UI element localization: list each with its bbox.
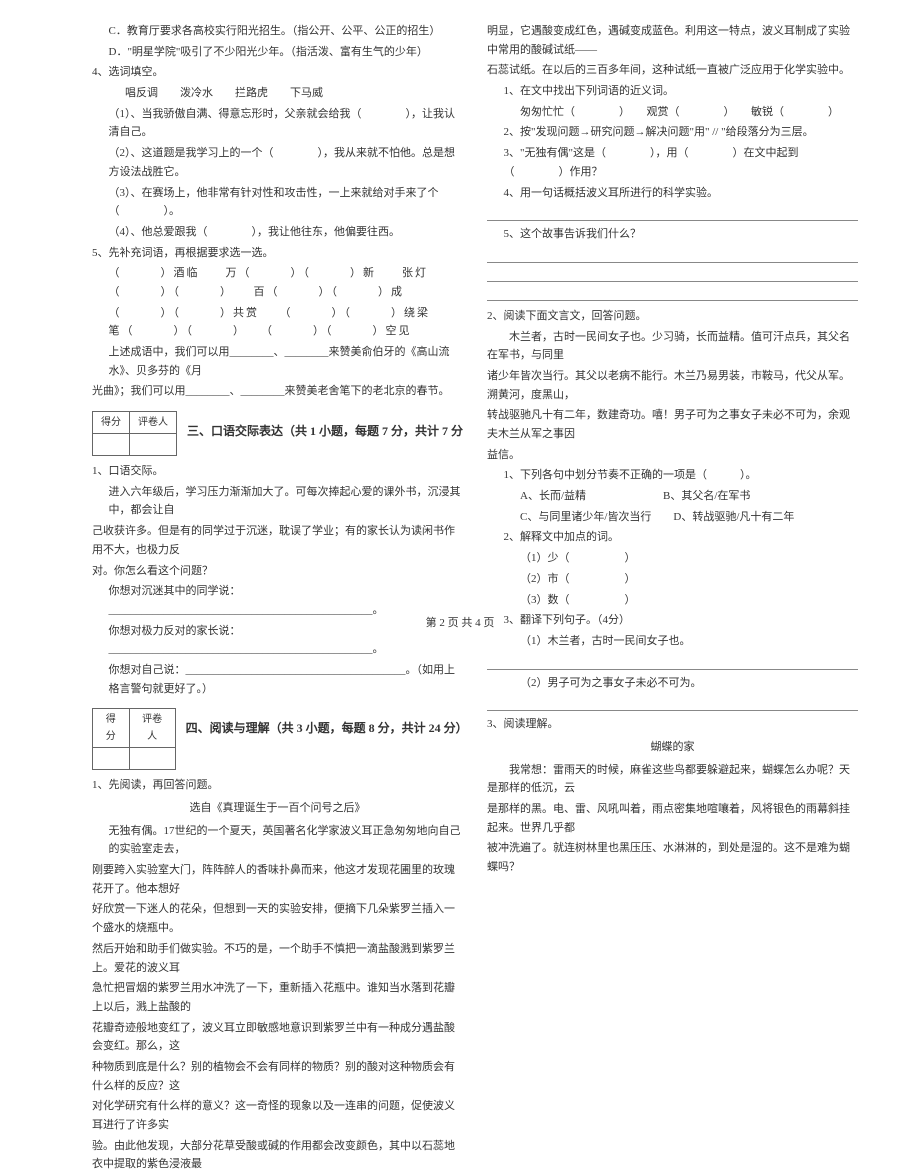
s4-p2: 刚要跨入实验室大门，阵阵醉人的香味扑鼻而来，他这才发现花圃里的玫瑰花开了。他本想… (92, 861, 463, 898)
q5-line2: （ ）（ ）共赏 （ ）（ ）绕梁 笔（ ）（ ） （ ）（ ）空见 (92, 304, 463, 341)
q4-sub3: （3）、在赛场上，他非常有针对性和攻击性，一上来就给对手来了个（ ）。 (92, 184, 463, 221)
page-container: C．教育厅要求各高校实行阳光招生。（指公开、公平、公正的招生） D．"明星学院"… (0, 0, 920, 610)
r2-p4: 益信。 (487, 446, 858, 465)
answer-line[interactable] (487, 696, 858, 711)
s4-q1: 1、先阅读，再回答问题。 (92, 776, 463, 795)
r2-q3-2: （2）男子可为之事女子未必不可为。 (487, 674, 858, 693)
s4-p4: 然后开始和助手们做实验。不巧的是，一个助手不慎把一滴盐酸溅到紫罗兰上。爱花的波义… (92, 940, 463, 977)
s4-p9: 验。由此他发现，大部分花草受酸或碱的作用都会改变颜色，其中以石蕊地衣中提取的紫色… (92, 1137, 463, 1174)
s3-qb: 你想对极力反对的家长说：____________________________… (92, 622, 463, 659)
s3-qa: 你想对沉迷其中的同学说：____________________________… (92, 582, 463, 619)
r2-p1: 木兰者，古时一民间女子也。少习骑，长而益精。值可汗点兵，其父名在军书，与同里 (487, 328, 858, 365)
score-cell[interactable] (93, 434, 130, 456)
score-cell[interactable] (93, 748, 130, 770)
grader-label: 评卷人 (129, 709, 175, 748)
r2-p3: 转战驱驰凡十有二年，数建奇功。嘻！男子可为之事女子未必不可为，余观夫木兰从军之事… (487, 406, 858, 443)
grader-label: 评卷人 (130, 412, 177, 434)
section4-title: 四、阅读与理解（共 3 小题，每题 8 分，共计 24 分） (186, 718, 463, 738)
q5-text1: 上述成语中，我们可以用________、________来赞美俞伯牙的《高山流水… (92, 343, 463, 380)
r2-q3-1: （1）木兰者，古时一民间女子也。 (487, 632, 858, 651)
q5-line1: （ ）酒临 万（ ）（ ）新 张灯（ ）（ ） 百（ ）（ ）成 (92, 264, 463, 301)
s4-p3: 好欣赏一下迷人的花朵，但想到一天的实验安排，便摘下几朵紫罗兰插入一个盛水的烧瓶中… (92, 900, 463, 937)
q4-words: 唱反调 泼冷水 拦路虎 下马威 (92, 84, 463, 103)
r3-title: 3、阅读理解。 (487, 715, 858, 734)
s3-p1: 进入六年级后，学习压力渐渐加大了。可每次捧起心爱的课外书，沉浸其中，都会让自 (92, 483, 463, 520)
s4-p7: 种物质到底是什么？别的植物会不会有同样的物质？别的酸对这种物质会有什么样的反应？… (92, 1058, 463, 1095)
answer-line[interactable] (487, 248, 858, 263)
s4-subtitle: 选自《真理诞生于一百个问号之后》 (92, 799, 463, 818)
q5-title: 5、先补充词语，再根据要求选一选。 (92, 244, 463, 263)
q4-sub1: （1）、当我骄傲自满、得意忘形时，父亲就会给我（ ），让我认清自己。 (92, 105, 463, 142)
r3-subtitle: 蝴蝶的家 (487, 738, 858, 757)
score-label: 得分 (93, 709, 130, 748)
s3-p2: 己收获许多。但是有的同学过于沉迷，耽误了学业；有的家长认为读闲书作用不大，也极力… (92, 522, 463, 559)
s4-p6: 花瓣奇迹般地变红了，波义耳立即敏感地意识到紫罗兰中有一种成分遇盐酸会变红。那么，… (92, 1019, 463, 1056)
r3-p2: 是那样的黑。电、雷、风吼叫着，雨点密集地喧嚷着，风将银色的雨幕斜挂起来。世界几乎… (487, 800, 858, 837)
r2-q2-3: （3）数（ ） (487, 591, 858, 610)
r-q2: 2、按"发现问题→研究问题→解决问题"用" // "给段落分为三层。 (487, 123, 858, 142)
r3-p3: 被冲洗遍了。就连树林里也黑压压、水淋淋的，到处是湿的。这不是难为蝴蝶吗？ (487, 839, 858, 876)
r3-p1: 我常想：雷雨天的时候，麻雀这些鸟都要躲避起来，蝴蝶怎么办呢？天是那样的低沉，云 (487, 761, 858, 798)
r-q1: 1、在文中找出下列词语的近义词。 (487, 82, 858, 101)
grader-cell[interactable] (130, 434, 177, 456)
r2-q2-2: （2）市（ ） (487, 570, 858, 589)
answer-line[interactable] (487, 286, 858, 301)
r-q4: 4、用一句话概括波义耳所进行的科学实验。 (487, 184, 858, 203)
r2-q1-b: C、与同里诸少年/皆次当行 D、转战驱驰/凡十有二年 (487, 508, 858, 527)
r2-q1: 1、下列各句中划分节奏不正确的一项是（ ）。 (487, 466, 858, 485)
score-label: 得分 (93, 412, 130, 434)
r2-p2: 诸少年皆次当行。其父以老病不能行。木兰乃易男装，市鞍马，代父从军。溯黄河，度黑山… (487, 367, 858, 404)
s3-q1: 1、口语交际。 (92, 462, 463, 481)
section3-header: 得分 评卷人 三、口语交际表达（共 1 小题，每题 7 分，共计 7 分 (92, 403, 463, 460)
answer-line[interactable] (487, 267, 858, 282)
r-q5: 5、这个故事告诉我们什么？ (487, 225, 858, 244)
r-q1-line: 匆匆忙忙（ ） 观赏（ ） 敏锐（ ） (487, 103, 858, 122)
q4-sub4: （4）、他总爱跟我（ ），我让他往东，他偏要往西。 (92, 223, 463, 242)
score-box-4: 得分 评卷人 (92, 708, 176, 770)
r2-q2-1: （1）少（ ） (487, 549, 858, 568)
left-column: C．教育厅要求各高校实行阳光招生。（指公开、公平、公正的招生） D．"明星学院"… (80, 20, 475, 600)
q5-text2: 光曲》；我们可以用________、________来赞美老舍笔下的老北京的春节… (92, 382, 463, 401)
option-c: C．教育厅要求各高校实行阳光招生。（指公开、公平、公正的招生） (92, 22, 463, 41)
r-q3: 3、"无独有偶"这是（ ），用（ ）在文中起到（ ）作用？ (487, 144, 858, 181)
r2-q3: 3、翻译下列句子。（4分） (487, 611, 858, 630)
r-p2: 石蕊试纸。在以后的三百多年间，这种试纸一直被广泛应用于化学实验中。 (487, 61, 858, 80)
s3-qc: 你想对自己说：_________________________________… (92, 661, 463, 698)
option-d: D．"明星学院"吸引了不少阳光少年。（指活泼、富有生气的少年） (92, 43, 463, 62)
r2-q1-a: A、长而/益精 B、其父名/在军书 (487, 487, 858, 506)
answer-line[interactable] (487, 655, 858, 670)
right-column: 明显，它遇酸变成红色，遇碱变成蓝色。利用这一特点，波义耳制成了实验中常用的酸碱试… (475, 20, 870, 600)
q4-title: 4、选词填空。 (92, 63, 463, 82)
s4-p8: 对化学研究有什么样的意义？这一奇怪的现象以及一连串的问题，促使波义耳进行了许多实 (92, 1097, 463, 1134)
s4-p5: 急忙把冒烟的紫罗兰用水冲洗了一下，重新插入花瓶中。谁知当水落到花瓣上以后，溅上盐… (92, 979, 463, 1016)
score-box-3: 得分 评卷人 (92, 411, 177, 456)
s4-p1: 无独有偶。17世纪的一个夏天，英国著名化学家波义耳正急匆匆地向自己的实验室走去， (92, 822, 463, 859)
answer-line[interactable] (487, 206, 858, 221)
r2-title: 2、阅读下面文言文，回答问题。 (487, 307, 858, 326)
q4-sub2: （2）、这道题是我学习上的一个（ ），我从来就不怕他。总是想方设法战胜它。 (92, 144, 463, 181)
r2-q2: 2、解释文中加点的词。 (487, 528, 858, 547)
section4-header: 得分 评卷人 四、阅读与理解（共 3 小题，每题 8 分，共计 24 分） (92, 700, 463, 774)
r-p1: 明显，它遇酸变成红色，遇碱变成蓝色。利用这一特点，波义耳制成了实验中常用的酸碱试… (487, 22, 858, 59)
grader-cell[interactable] (129, 748, 175, 770)
s3-p3: 对。你怎么看这个问题？ (92, 562, 463, 581)
section3-title: 三、口语交际表达（共 1 小题，每题 7 分，共计 7 分 (187, 421, 463, 441)
